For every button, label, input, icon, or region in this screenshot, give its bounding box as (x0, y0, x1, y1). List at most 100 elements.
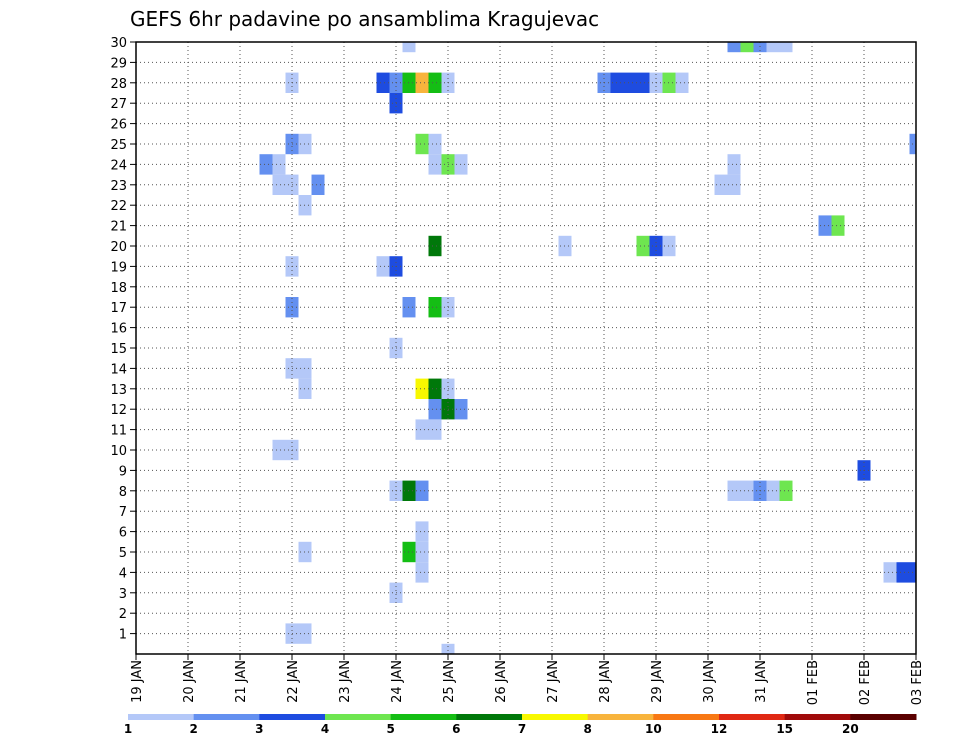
heatmap-cell (675, 72, 689, 93)
legend-label: 7 (518, 722, 526, 736)
x-tick-label: 22 JAN (286, 660, 301, 703)
heatmap-cell (415, 378, 429, 399)
legend-label: 1 (124, 722, 132, 736)
heatmap-cells (259, 42, 916, 654)
heatmap-cell (779, 42, 793, 53)
legend-label: 8 (583, 722, 591, 736)
heatmap-cell (428, 419, 442, 440)
x-tick-label: 23 JAN (338, 660, 353, 703)
heatmap-cell (428, 72, 442, 93)
legend-color-swatch (390, 714, 457, 720)
heatmap-cell (402, 42, 416, 53)
x-tick-label: 27 JAN (546, 660, 561, 703)
heatmap-cell (311, 174, 325, 195)
heatmap-cell (415, 480, 429, 501)
y-tick-label: 11 (110, 424, 127, 439)
y-tick-label: 16 (110, 322, 127, 337)
y-tick-label: 5 (119, 546, 127, 561)
heatmap-cell (727, 42, 741, 53)
legend-color-swatch (325, 714, 392, 720)
heatmap-cell (428, 133, 442, 155)
heatmap-cell (415, 419, 429, 440)
legend-label: 12 (711, 722, 728, 736)
x-axis: 19 JAN 20 JAN 21 JAN 22 JAN 23 JAN 24 JAN 25 J… (130, 654, 925, 705)
y-tick-label: 24 (110, 158, 127, 173)
legend-label: 20 (842, 722, 859, 736)
heatmap-cell (727, 480, 741, 501)
heatmap-cell (376, 256, 390, 277)
heatmap-cell (428, 297, 442, 318)
y-tick-label: 8 (119, 485, 127, 500)
y-tick-label: 25 (110, 138, 127, 153)
y-tick-label: 23 (110, 179, 127, 194)
y-axis: 1234567891011121314151617181920212223242… (110, 36, 136, 643)
y-tick-label: 30 (110, 36, 127, 51)
heatmap-cell (272, 439, 286, 461)
legend-label: 15 (776, 722, 793, 736)
heatmap-cell (779, 480, 793, 501)
heatmap-cell (428, 235, 442, 257)
heatmap-cell (415, 562, 429, 583)
heatmap-cell (428, 154, 442, 175)
legend-color-swatch (193, 714, 260, 720)
heatmap-cell (623, 72, 637, 93)
heatmap-cell (376, 72, 390, 93)
y-tick-label: 28 (110, 77, 127, 92)
heatmap-cell (636, 72, 650, 93)
heatmap-cell (415, 521, 429, 542)
y-tick-label: 14 (110, 362, 127, 377)
legend-label: 4 (321, 722, 329, 736)
heatmap-cell (727, 154, 741, 175)
legend-label: 5 (386, 722, 394, 736)
x-tick-label: 21 JAN (234, 660, 249, 703)
heatmap-cell (428, 399, 442, 420)
y-tick-label: 15 (110, 342, 127, 357)
heatmap-cell (740, 42, 754, 53)
y-tick-label: 27 (110, 97, 127, 112)
y-tick-label: 4 (119, 566, 127, 581)
y-tick-label: 1 (119, 628, 127, 643)
legend-label: 6 (452, 722, 460, 736)
heatmap-cell (259, 154, 273, 175)
heatmap-cell (428, 378, 442, 399)
grid-lines (136, 42, 916, 654)
heatmap-cell (766, 42, 780, 53)
y-tick-label: 20 (110, 240, 127, 255)
y-tick-label: 29 (110, 56, 127, 71)
y-tick-label: 6 (119, 526, 127, 541)
y-tick-label: 12 (110, 403, 127, 418)
y-tick-label: 3 (119, 587, 127, 602)
x-tick-label: 20 JAN (182, 660, 197, 703)
x-tick-label: 25 JAN (442, 660, 457, 703)
y-tick-label: 18 (110, 281, 127, 296)
heatmap-cell (272, 154, 286, 175)
heatmap-cell (727, 174, 741, 195)
x-tick-label: 29 JAN (650, 660, 665, 703)
legend-label: 10 (645, 722, 662, 736)
heatmap-cell (272, 174, 286, 195)
heatmap-cell (753, 42, 767, 53)
color-scale-legend: 1 2 3 4 5 6 7 8 10 12 15 20 (124, 714, 917, 736)
legend-color-swatch (653, 714, 720, 720)
legend-label: 2 (189, 722, 197, 736)
legend-color-swatch (259, 714, 326, 720)
heatmap-cell (415, 133, 429, 155)
legend-color-swatch (719, 714, 786, 720)
y-tick-label: 2 (119, 607, 127, 622)
x-tick-label: 02 FEB (858, 660, 873, 705)
x-tick-label: 28 JAN (598, 660, 613, 703)
y-tick-label: 22 (110, 199, 127, 214)
y-tick-label: 17 (110, 301, 127, 316)
y-tick-label: 7 (119, 505, 127, 520)
x-tick-label: 26 JAN (494, 660, 509, 703)
legend-label: 3 (255, 722, 263, 736)
legend-color-swatch (522, 714, 589, 720)
x-tick-label: 03 FEB (910, 660, 925, 705)
plot-frame (135, 41, 917, 655)
legend-color-swatch (850, 714, 917, 720)
x-tick-label: 01 FEB (806, 660, 821, 705)
heatmap-cell (740, 480, 754, 501)
legend-color-swatch (784, 714, 851, 720)
heatmap-cell (831, 215, 845, 236)
